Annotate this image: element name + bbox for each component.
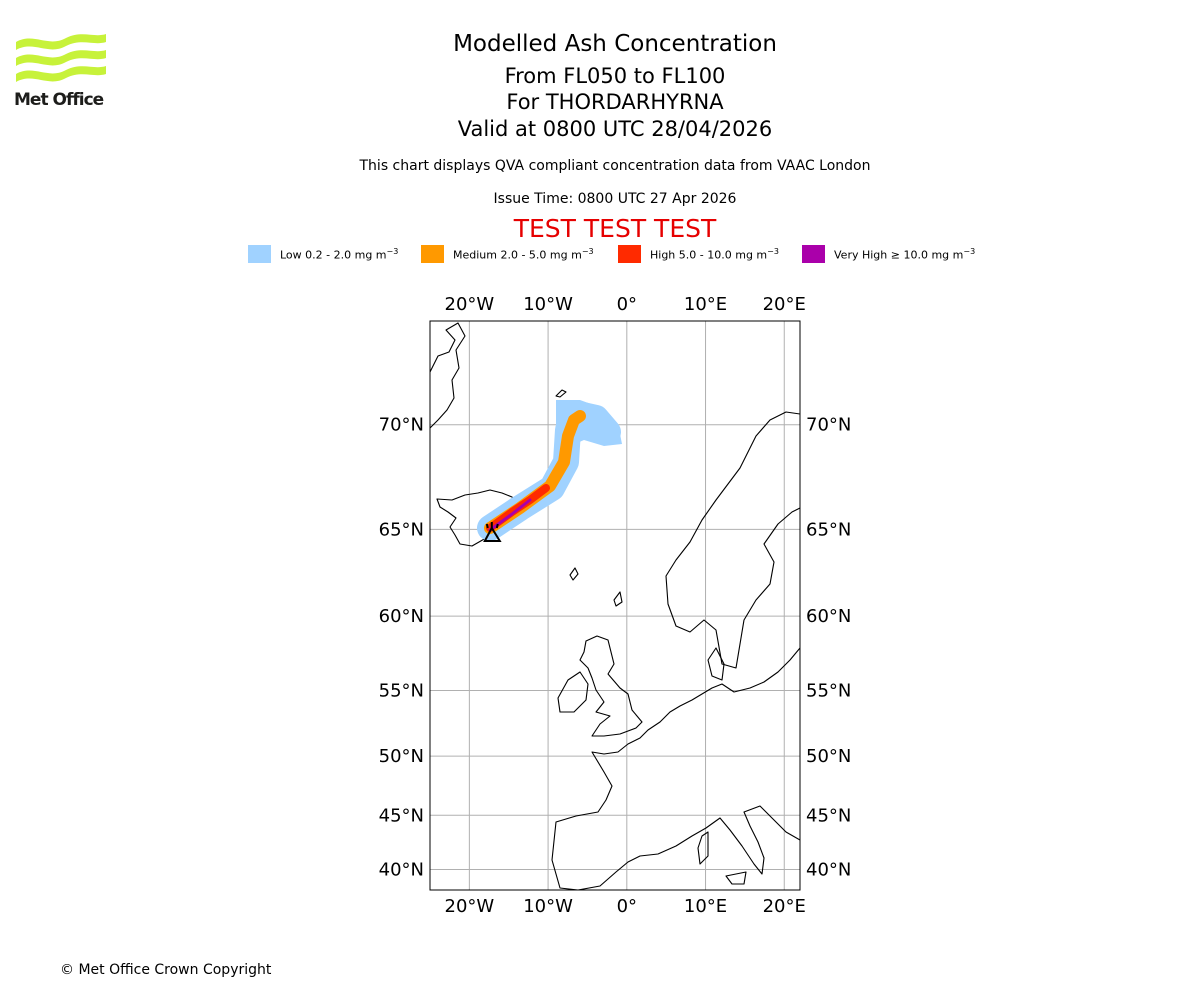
legend-label-low: Low 0.2 - 2.0 mg m: [280, 248, 387, 262]
lon-tick-bottom: 20°E: [763, 896, 806, 917]
legend-item-low: Low 0.2 - 2.0 mg m−3: [248, 244, 398, 264]
lon-tick-bottom: 20°W: [445, 896, 495, 917]
lat-tick-left: 55°N: [379, 681, 424, 702]
volcano-marker: [483, 522, 502, 543]
corsica-sardinia: [697, 831, 709, 865]
legend-item-high: High 5.0 - 10.0 mg m−3: [618, 244, 779, 264]
logo-text: Met Office: [14, 90, 104, 110]
legend-label-medium: Medium 2.0 - 5.0 mg m: [453, 248, 582, 262]
lat-tick-right: 55°N: [806, 681, 851, 702]
greenland-coastline: [430, 322, 466, 429]
met-office-logo: Met Office: [14, 28, 108, 112]
lon-tick-top: 20°E: [763, 294, 806, 315]
chart-description: This chart displays QVA compliant concen…: [359, 158, 871, 174]
lat-tick-right: 65°N: [806, 519, 851, 540]
lat-tick-right: 40°N: [806, 859, 851, 880]
flight-levels: From FL050 to FL100: [504, 64, 726, 88]
lat-tick-right: 60°N: [806, 606, 851, 627]
lat-tick-left: 70°N: [379, 415, 424, 436]
copyright: © Met Office Crown Copyright: [60, 962, 272, 978]
lat-tick-left: 60°N: [379, 606, 424, 627]
lon-tick-top: 0°: [617, 294, 637, 315]
shetland: [613, 591, 623, 607]
map-gridlines: [430, 321, 800, 890]
test-banner: TEST TEST TEST: [513, 214, 717, 243]
volcano-name: For THORDARHYRNA: [506, 90, 724, 114]
legend-swatch-high: [618, 245, 641, 263]
lon-tick-bottom: 10°W: [523, 896, 573, 917]
ash-plume: [477, 400, 622, 541]
legend-swatch-low: [248, 245, 271, 263]
denmark: [707, 647, 725, 681]
lat-tick-right: 45°N: [806, 805, 851, 826]
lat-tick-left: 45°N: [379, 805, 424, 826]
great-britain: [579, 635, 643, 737]
legend-swatch-very-high: [802, 245, 825, 263]
logo-waves-icon: [16, 34, 106, 82]
jan-mayen: [555, 389, 567, 398]
lat-tick-left: 65°N: [379, 519, 424, 540]
map-land: [430, 322, 800, 890]
lon-tick-bottom: 10°E: [684, 896, 727, 917]
legend-label-very-high: Very High ≥ 10.0 mg m: [834, 248, 964, 262]
lon-tick-top: 20°W: [445, 294, 495, 315]
map-frame: [429, 320, 801, 891]
lat-tick-left: 40°N: [379, 859, 424, 880]
issue-time: Issue Time: 0800 UTC 27 Apr 2026: [493, 191, 737, 207]
legend-item-medium: Medium 2.0 - 5.0 mg m−3: [421, 244, 594, 264]
lat-tick-right: 70°N: [806, 415, 851, 436]
valid-time: Valid at 0800 UTC 28/04/2026: [457, 117, 773, 141]
lon-tick-top: 10°W: [523, 294, 573, 315]
lat-tick-right: 50°N: [806, 746, 851, 767]
legend-item-very-high: Very High ≥ 10.0 mg m−3: [802, 244, 975, 264]
ireland: [557, 671, 589, 713]
lon-tick-bottom: 0°: [617, 896, 637, 917]
lon-tick-top: 10°E: [684, 294, 727, 315]
lat-tick-left: 50°N: [379, 746, 424, 767]
map-tick-labels: 20°W 20°W 10°W 10°W 0° 0° 10°E 10°E 20°E 20°E 70°N…: [379, 294, 852, 917]
faroe-islands: [569, 567, 579, 581]
chart-title: Modelled Ash Concentration: [453, 31, 777, 57]
scandinavia: [665, 411, 800, 669]
sicily: [725, 871, 747, 885]
legend-swatch-medium: [421, 245, 444, 263]
legend-label-high: High 5.0 - 10.0 mg m: [650, 248, 768, 262]
europe-mainland: [551, 647, 800, 890]
